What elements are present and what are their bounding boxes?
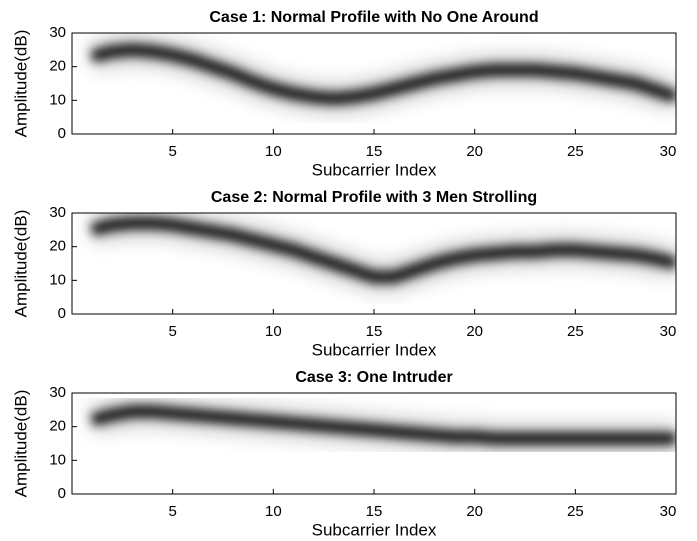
x-tick-label: 10 [265,323,282,340]
chart-title: Case 3: One Intruder [295,369,452,386]
y-axis-label: Amplitude(dB) [11,210,30,318]
plot-area [72,33,676,134]
y-tick-label: 30 [49,204,66,221]
chart-title: Case 2: Normal Profile with 3 Men Stroll… [211,189,537,206]
y-tick-label: 20 [49,418,66,435]
y-tick-label: 20 [49,58,66,75]
x-tick-label: 10 [265,143,282,160]
y-tick-label: 0 [58,125,66,142]
profile-band [90,217,676,283]
x-tick-label: 20 [466,143,483,160]
y-axis-label: Amplitude(dB) [11,30,30,138]
y-tick-label: 10 [49,451,66,468]
chart-title: Case 1: Normal Profile with No One Aroun… [209,9,538,26]
y-tick-label: 10 [49,271,66,288]
x-tick-label: 25 [567,323,584,340]
x-axis-label: Subcarrier Index [312,160,437,179]
plot-area [72,213,676,314]
x-tick-label: 25 [567,503,584,520]
x-tick-label: 20 [466,503,483,520]
x-tick-label: 5 [168,503,176,520]
x-tick-label: 15 [366,143,383,160]
x-tick-label: 30 [660,143,677,160]
x-axis-label: Subcarrier Index [312,520,437,539]
x-tick-label: 15 [366,503,383,520]
x-tick-label: 5 [168,323,176,340]
x-tick-label: 10 [265,503,282,520]
x-tick-label: 25 [567,143,584,160]
y-tick-label: 30 [49,384,66,401]
profile-band [90,43,676,105]
y-tick-label: 0 [58,485,66,502]
x-tick-label: 5 [168,143,176,160]
y-tick-label: 10 [49,91,66,108]
y-tick-label: 0 [58,305,66,322]
x-axis-label: Subcarrier Index [312,340,437,359]
x-tick-label: 30 [660,323,677,340]
y-tick-label: 20 [49,238,66,255]
plot-area [72,393,676,494]
y-tick-label: 30 [49,24,66,41]
y-axis-label: Amplitude(dB) [11,390,30,498]
x-tick-label: 30 [660,503,677,520]
profile-band [90,405,676,445]
x-tick-label: 20 [466,323,483,340]
x-tick-label: 15 [366,323,383,340]
